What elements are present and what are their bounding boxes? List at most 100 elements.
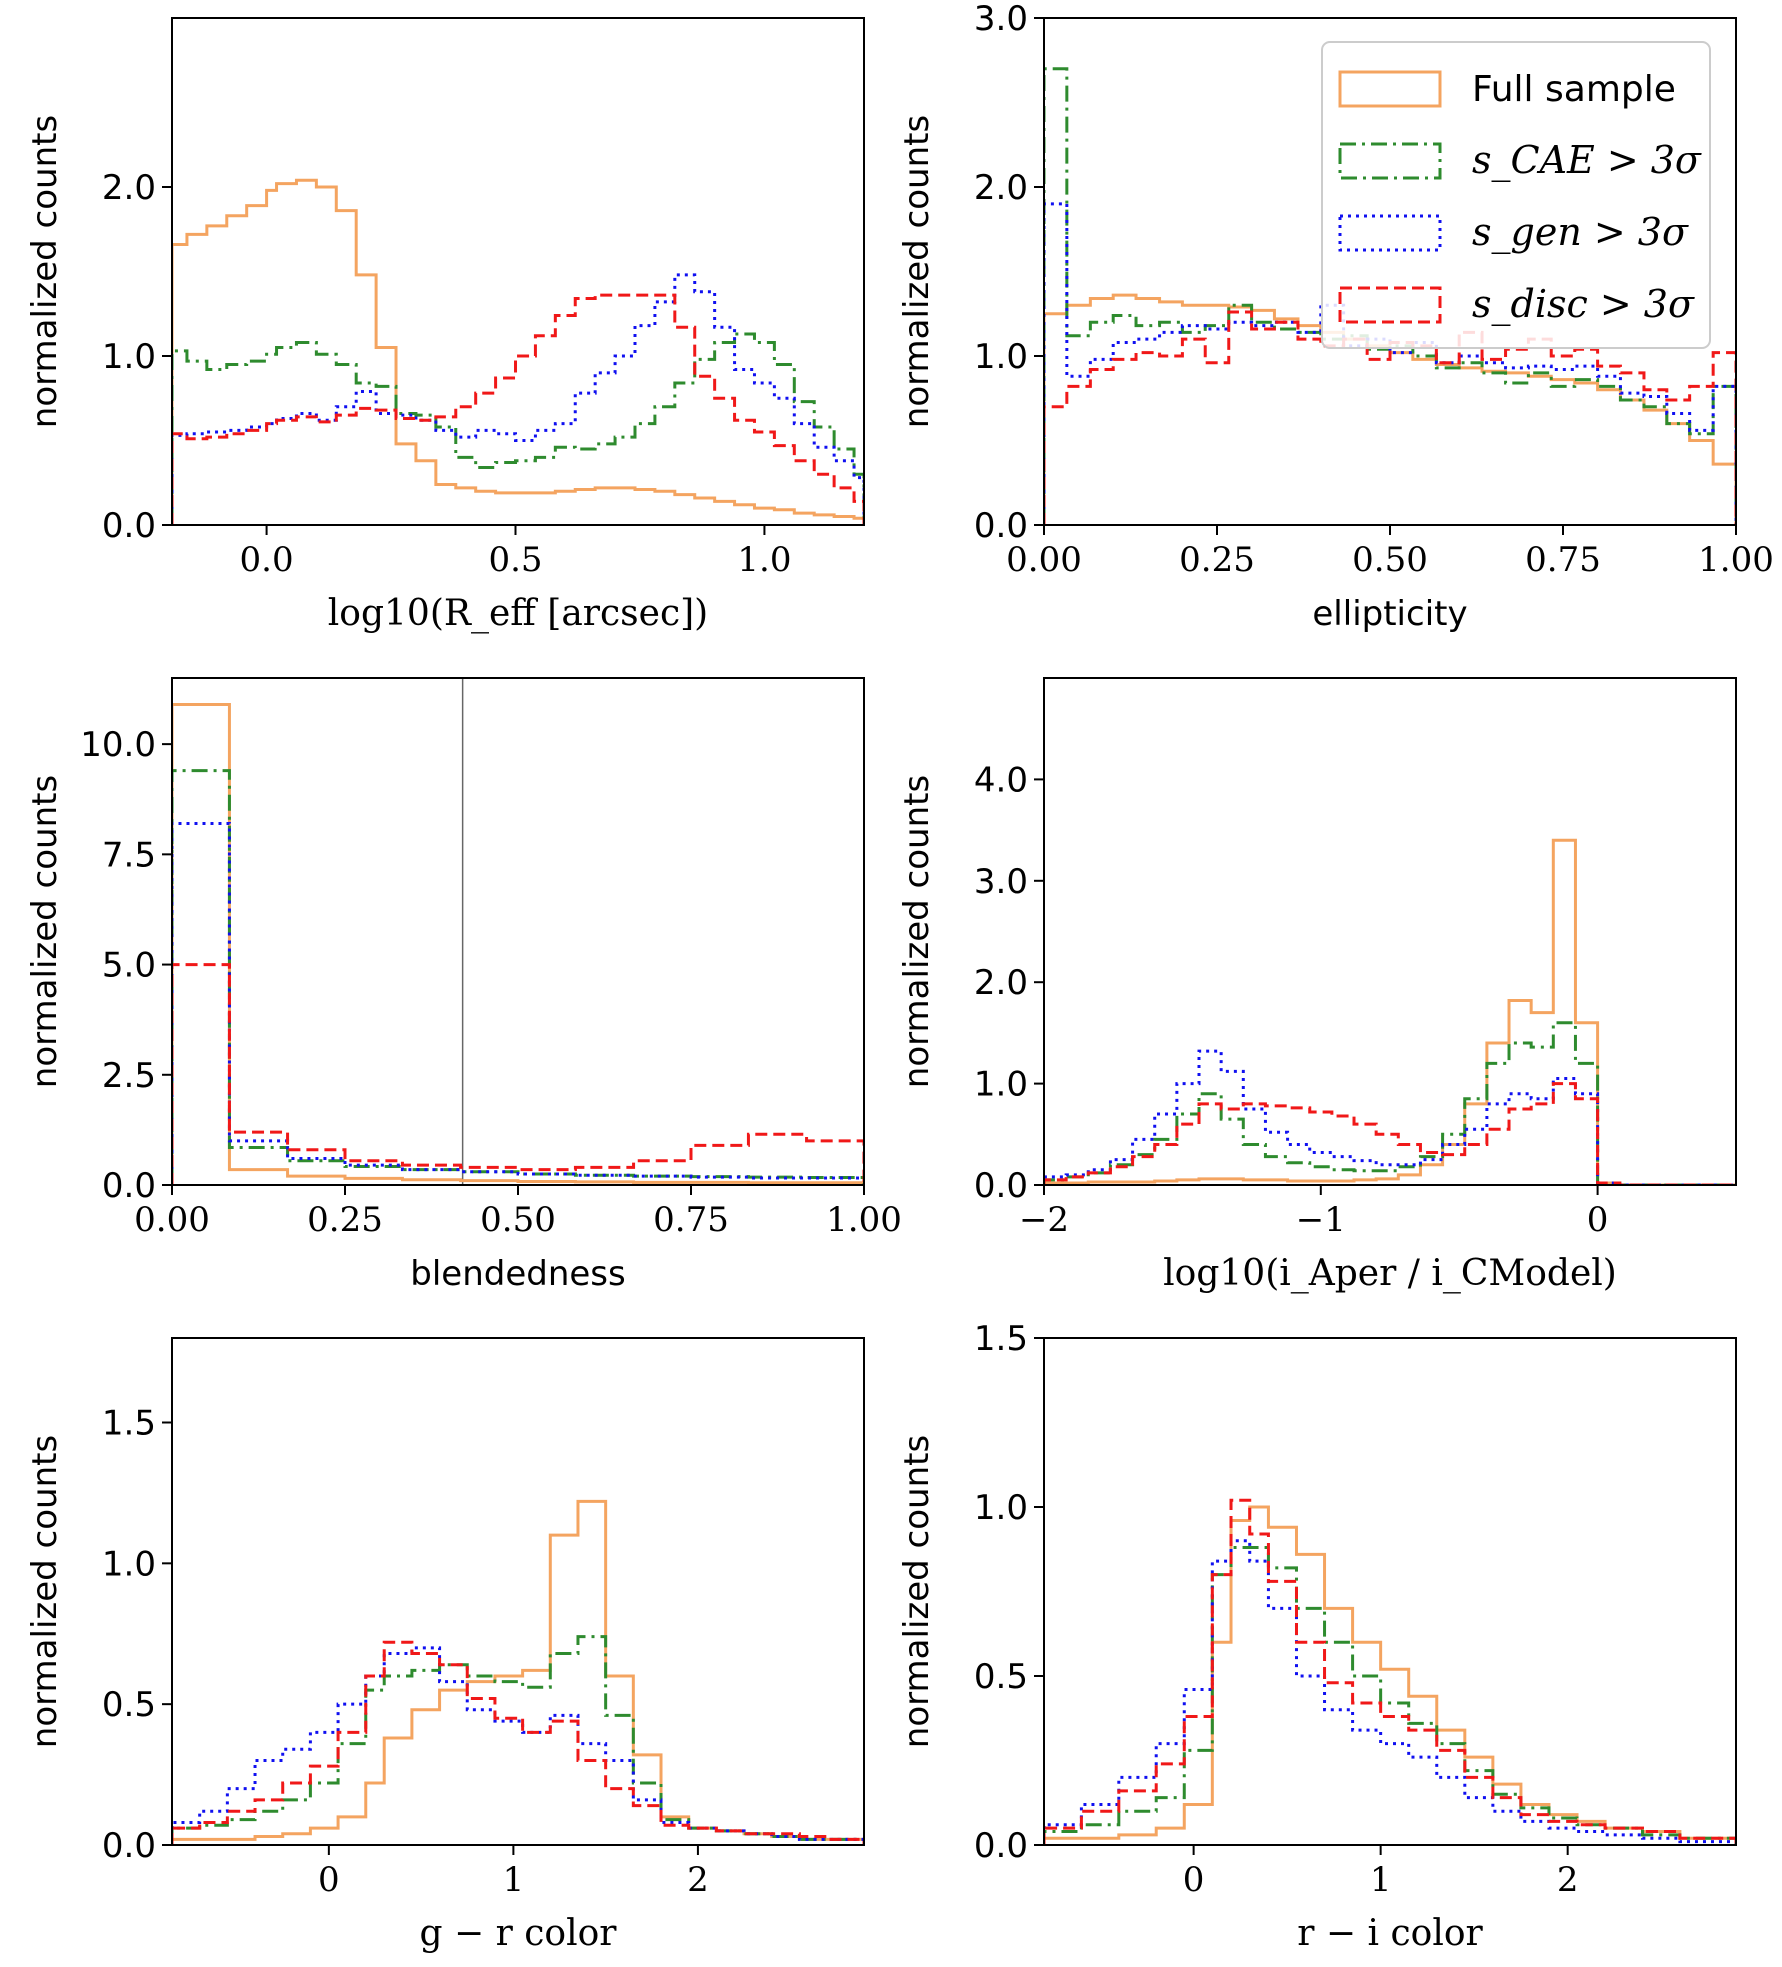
series-full-step [172,178,864,525]
y-tick-label: 7.5 [102,835,156,875]
x-axis-label: log10(R_eff [arcsec]) [328,593,708,634]
x-tick-label: 1.00 [826,1200,902,1240]
y-tick-label: 2.0 [102,168,156,208]
x-tick-label: −1 [1296,1200,1346,1240]
legend-swatch-cae [1338,142,1442,180]
x-tick-label: 1 [503,1860,525,1900]
x-tick-label: 0 [1587,1200,1609,1240]
x-tick-label: 0 [318,1860,340,1900]
series-cae-step [172,332,864,525]
axes-frame [171,1337,865,1846]
series-gen-step [172,273,864,525]
x-tick-label: 0.00 [1006,540,1082,580]
y-tick-label: 0.0 [974,1166,1028,1206]
series-disc-step [1044,1082,1736,1185]
y-tick-label: 0.0 [974,1826,1028,1866]
x-tick-label: 1.0 [737,540,791,580]
y-tick-label: 1.0 [102,1544,156,1584]
y-axis-label: normalized counts [25,1435,65,1748]
y-tick-label: 1.0 [974,1488,1028,1528]
y-tick-label: 0.0 [102,1826,156,1866]
series-disc-step [1044,310,1736,525]
y-tick-label: 4.0 [974,760,1028,800]
y-tick-label: 1.5 [102,1404,156,1444]
y-tick-label: 5.0 [102,946,156,986]
legend-swatch-gen [1338,214,1442,252]
x-tick-label: 1.00 [1698,540,1774,580]
x-tick-label: 2 [687,1860,709,1900]
x-axis-label: ellipticity [1312,594,1467,634]
x-axis-label: g − r color [420,1913,618,1954]
y-tick-label: 2.0 [974,963,1028,1003]
series-cae-step [1044,1546,1736,1845]
y-tick-label: 2.0 [974,168,1028,208]
x-tick-label: 0.25 [1179,540,1255,580]
axes-frame [171,17,865,526]
panel-4: −2 −1 0 0.0 1.0 2.0 3.0 4.0 normalized counts log… [897,677,1737,1294]
y-tick-label: 0.0 [974,506,1028,546]
y-tick-label: 1.0 [102,337,156,377]
series-disc-step [172,963,864,1185]
series-disc-step [172,1640,864,1845]
legend: Full sample s_CAE > 3σ s_gen > 3σ s_disc > … [1321,41,1711,349]
axes-frame [1043,677,1737,1186]
panel-5: 0 1 2 0.0 0.5 1.0 1.5 normalized counts g − r co… [25,1337,865,1954]
y-tick-label: 2.5 [102,1056,156,1096]
y-tick-label: 1.0 [974,1065,1028,1105]
x-tick-label: 0.0 [240,540,294,580]
series-gen-step [1044,1049,1736,1185]
legend-box [1321,41,1711,349]
panel-6: 0 1 2 0.0 0.5 1.0 1.5 normalized counts r − i co… [897,1319,1737,1954]
x-axis-label: blendedness [410,1254,625,1294]
legend-swatch-disc [1338,286,1442,324]
histogram-panels: 0.0 0.5 1.0 0.0 1.0 2.0 normalized counts log10… [25,0,1774,1954]
legend-swatch-full [1338,70,1442,108]
x-axis-label: r − i color [1297,1913,1483,1954]
x-tick-label: 1 [1370,1860,1392,1900]
x-axis-label: log10(i_Aper / i_CModel) [1163,1253,1617,1294]
y-axis-label: normalized counts [897,1435,937,1748]
x-tick-label: 0.75 [653,1200,729,1240]
series-disc-step [172,293,864,525]
series-cae-step [1044,1021,1736,1185]
series-full-step [1044,838,1736,1185]
legend-label-disc: s_disc > 3σ [1472,282,1695,327]
y-axis-label: normalized counts [25,115,65,428]
series-disc-step [1044,1498,1736,1845]
x-tick-label: 0.75 [1525,540,1601,580]
panel-1: 0.0 0.5 1.0 0.0 1.0 2.0 normalized counts log10… [25,17,865,634]
x-tick-label: 0.25 [307,1200,383,1240]
x-tick-label: 0.00 [134,1200,210,1240]
legend-label-gen: s_gen > 3σ [1472,210,1689,255]
legend-label-cae: s_CAE > 3σ [1472,138,1702,183]
x-tick-label: 0.50 [1352,540,1428,580]
series-gen-step [1044,1539,1736,1845]
legend-label-full: Full sample [1472,69,1676,110]
series-full-step [172,1499,864,1845]
y-axis-label: normalized counts [897,775,937,1088]
x-tick-label: 0.5 [488,540,542,580]
x-tick-label: 2 [1557,1860,1579,1900]
series-cae-step [172,769,864,1185]
y-axis-label: normalized counts [25,775,65,1088]
y-tick-label: 10.0 [80,725,156,765]
y-tick-label: 1.0 [974,337,1028,377]
y-tick-label: 0.0 [102,506,156,546]
y-tick-label: 0.5 [974,1657,1028,1697]
series-full-step [1044,1505,1736,1845]
y-axis-label: normalized counts [897,115,937,428]
panel-3: 0.00 0.25 0.50 0.75 1.00 0.0 2.5 5.0 7.5 10.0 norm… [25,677,902,1294]
panel-2: 0.00 0.25 0.50 0.75 1.00 0.0 1.0 2.0 3.0 normaliz… [897,0,1774,634]
x-tick-label: 0 [1183,1860,1205,1900]
y-tick-label: 3.0 [974,862,1028,902]
y-tick-label: 0.0 [102,1166,156,1206]
series-cae-step [172,1635,864,1845]
y-tick-label: 0.5 [102,1685,156,1725]
axes-frame [1043,1337,1737,1846]
axes-frame [171,677,865,1186]
y-tick-label: 1.5 [974,1319,1028,1359]
x-tick-label: −2 [1019,1200,1069,1240]
y-tick-label: 3.0 [974,0,1028,39]
x-tick-label: 0.50 [480,1200,556,1240]
